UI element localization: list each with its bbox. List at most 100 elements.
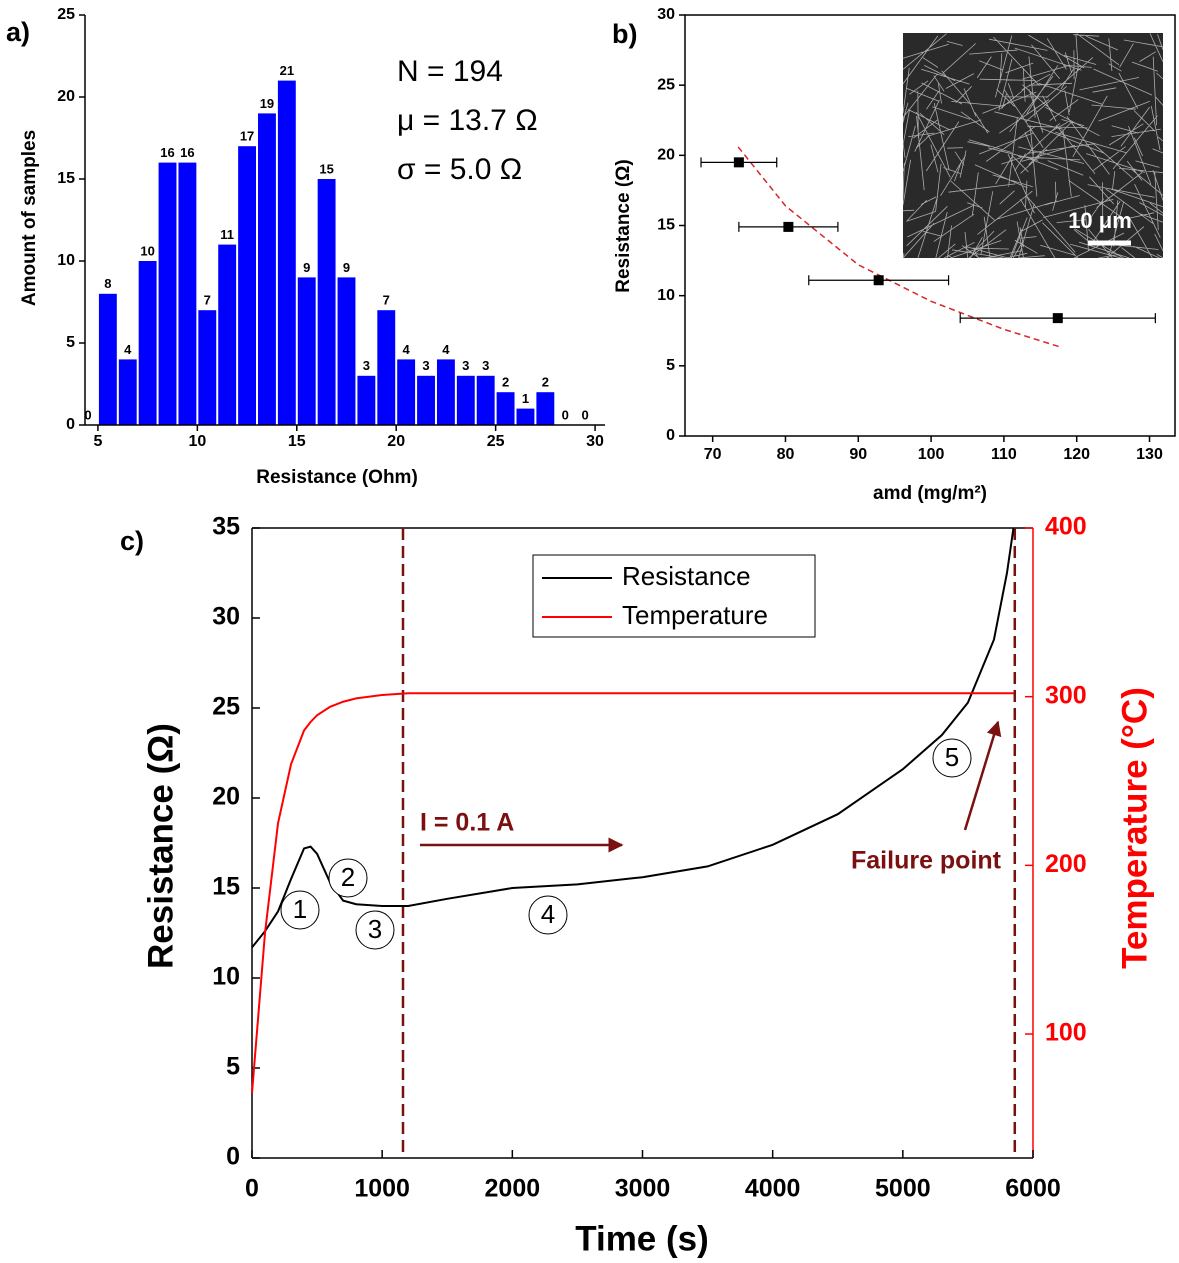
y-tick-label: 5: [226, 1053, 240, 1081]
y2-tick-label: 400: [1045, 513, 1087, 541]
value-label: 3: [363, 358, 370, 373]
y-tick-label: 25: [57, 6, 75, 23]
value-label: 7: [383, 293, 390, 308]
bar: [218, 244, 237, 425]
bar: [118, 359, 137, 425]
value-label: 19: [260, 96, 274, 111]
y-tick-label: 20: [57, 88, 75, 105]
value-label: 10: [140, 243, 154, 258]
stage-marker: 2: [341, 862, 355, 892]
bar: [297, 277, 316, 425]
y-tick-label: 15: [212, 873, 240, 901]
value-label: 9: [303, 260, 310, 275]
bar: [436, 359, 455, 425]
inset-scale-label: 10 μm: [1068, 208, 1132, 233]
x-tick-label: 10: [188, 433, 206, 450]
y-tick-label: 10: [657, 287, 675, 304]
value-label: 8: [104, 276, 111, 291]
stage-marker-circle: [528, 895, 568, 935]
stage-marker-circle: [355, 910, 395, 950]
data-point: [733, 157, 744, 168]
x-tick-label: 1000: [354, 1175, 410, 1203]
stage-marker-circle: [932, 738, 972, 778]
x-tick-label: 5000: [875, 1175, 931, 1203]
bar: [317, 179, 336, 425]
y2-tick-label: 300: [1045, 681, 1087, 709]
failure-arrow: [963, 720, 1002, 831]
x-tick-label: 130: [1136, 446, 1163, 463]
x-tick-label: 20: [387, 433, 405, 450]
y-tick-label: 30: [657, 6, 675, 23]
bar: [238, 146, 257, 425]
bar: [258, 113, 276, 426]
value-label: 11: [220, 227, 234, 242]
value-label: 3: [422, 358, 429, 373]
y-tick-label: 20: [657, 147, 675, 164]
value-label: 7: [204, 293, 211, 308]
x-tick-label: 2000: [485, 1175, 541, 1203]
value-label: 16: [180, 145, 194, 160]
stats-annotation: σ = 5.0 Ω: [397, 153, 522, 186]
legend-label: Temperature: [622, 600, 768, 630]
value-label: 4: [124, 342, 132, 357]
value-label: 0: [581, 407, 588, 422]
x-axis-label: Resistance (Ohm): [256, 467, 418, 488]
x-tick-label: 120: [1063, 446, 1090, 463]
y-tick-label: 25: [212, 693, 240, 721]
value-label: 15: [319, 161, 333, 176]
x-tick-label: 30: [586, 433, 604, 450]
value-label: 17: [240, 129, 254, 144]
x-tick-label: 5: [93, 433, 102, 450]
legend-box: [532, 554, 816, 638]
x-tick-label: 4000: [745, 1175, 801, 1203]
y-tick-label: 0: [666, 427, 675, 444]
stats-annotation: μ = 13.7 Ω: [397, 104, 538, 137]
y-axis-label: Resistance (Ω): [613, 159, 634, 293]
data-point: [1052, 313, 1063, 324]
y2-tick-label: 200: [1045, 850, 1087, 878]
x-axis-label: Time (s): [575, 1219, 709, 1258]
y-tick-label: 35: [212, 513, 240, 541]
bar: [337, 277, 356, 425]
series-line: [251, 692, 1014, 1094]
x-tick-label: 70: [704, 446, 722, 463]
bar: [98, 293, 117, 425]
value-label: 3: [462, 358, 469, 373]
panel-label: b): [612, 19, 637, 49]
stage-marker: 3: [368, 914, 382, 944]
y-tick-label: 15: [657, 217, 675, 234]
value-label: 9: [343, 260, 350, 275]
x-axis-label: amd (mg/m²): [873, 483, 987, 504]
bar: [516, 408, 535, 425]
value-label: 0: [84, 407, 91, 422]
bar: [496, 392, 515, 425]
value-label: 4: [442, 342, 450, 357]
x-tick-label: 25: [487, 433, 505, 450]
x-tick-label: 100: [918, 446, 945, 463]
inset-wires: [902, 33, 1164, 259]
value-label: 1: [522, 391, 529, 406]
y-tick-label: 10: [57, 252, 75, 269]
y-tick-label: 20: [212, 783, 240, 811]
bar: [536, 392, 555, 425]
bar: [158, 162, 177, 425]
bar: [377, 310, 396, 425]
x-tick-label: 0: [245, 1175, 259, 1203]
bar: [476, 375, 495, 425]
y-tick-label: 5: [666, 357, 675, 374]
stats-annotation: N = 194: [397, 55, 503, 88]
annotation: I = 0.1 A: [420, 809, 514, 837]
y2-axis-label: Temperature (°C): [1115, 687, 1154, 969]
x-tick-label: 90: [849, 446, 867, 463]
y-tick-label: 10: [212, 963, 240, 991]
x-tick-label: 6000: [1005, 1175, 1061, 1203]
value-label: 3: [482, 358, 489, 373]
stage-marker-circle: [328, 858, 368, 898]
legend-label: Resistance: [622, 561, 751, 591]
y-axis-label: Amount of samples: [19, 130, 40, 306]
data-point: [873, 275, 884, 286]
y2-tick-label: 100: [1045, 1019, 1087, 1047]
x-tick-label: 80: [777, 446, 795, 463]
bar: [456, 375, 475, 425]
